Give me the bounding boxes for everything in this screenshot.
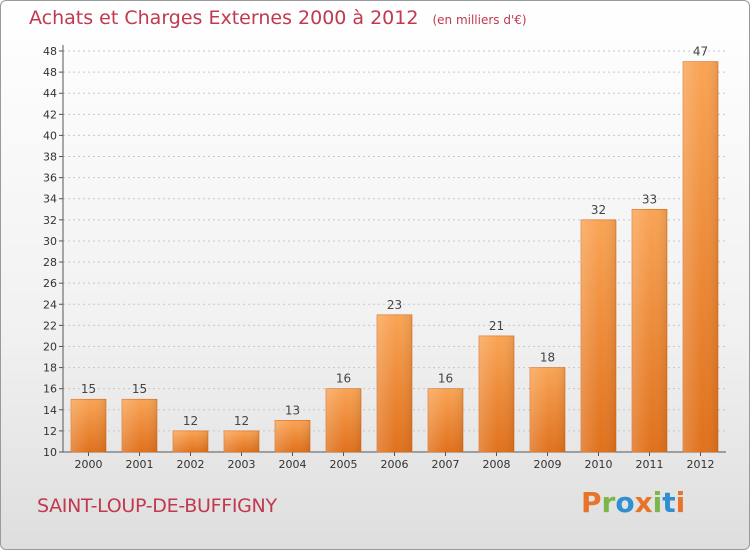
y-tick-label: 22 [43,319,57,332]
bar-value-label: 21 [489,319,504,333]
bar-value-label: 32 [591,203,606,217]
y-tick-label: 42 [43,108,57,121]
bar-value-label: 13 [285,403,300,417]
y-tick-label: 48 [43,66,57,79]
x-tick-label: 2000 [75,458,103,471]
x-tick-label: 2008 [483,458,511,471]
chart-title-text: Achats et Charges Externes 2000 à 2012 [29,7,419,29]
bar-shade [122,399,157,452]
y-tick-label: 28 [43,256,57,269]
y-tick-label: 24 [43,298,57,311]
logo-letter: o [615,486,635,519]
y-tick-label: 10 [43,446,57,459]
y-tick-label: 14 [43,404,57,417]
bar-shade [275,420,310,452]
bar-shade [326,388,361,452]
bar-value-label: 16 [438,372,453,386]
bar-value-label: 15 [81,382,96,396]
logo-letter: i [652,486,663,519]
bar-value-label: 12 [234,414,249,428]
x-tick-label: 2007 [432,458,460,471]
x-tick-label: 2004 [279,458,307,471]
x-tick-label: 2005 [330,458,358,471]
bar-shade [377,314,412,452]
y-tick-label: 16 [43,383,57,396]
bar-shade [530,367,565,452]
logo-letter: r [601,486,616,519]
x-tick-label: 2009 [534,458,562,471]
chart-subtitle: (en milliers d'€) [432,13,527,27]
bar-value-label: 12 [183,414,198,428]
y-tick-label: 44 [43,87,57,100]
bar-value-label: 23 [387,298,402,312]
bar-value-label: 15 [132,382,147,396]
bar-shade [632,209,667,452]
bar-shade [581,219,616,452]
bar-shade [71,399,106,452]
bar-value-label: 33 [642,192,657,206]
bars [70,61,719,453]
x-tick-label: 2002 [177,458,205,471]
y-tick-label: 30 [43,235,57,248]
bar-shade [683,61,718,452]
proxiti-logo: Proxiti [581,486,685,519]
logo-letter: P [581,486,602,519]
bar-shade [479,335,514,452]
x-tick-label: 2006 [381,458,409,471]
y-tick-label: 20 [43,340,57,353]
bar-value-label: 18 [540,351,555,365]
x-tick-label: 2011 [636,458,664,471]
bar-shade [224,430,259,452]
y-tick-label: 48 [43,45,57,58]
y-tick-label: 40 [43,129,57,142]
y-tick-label: 12 [43,425,57,438]
logo-letter: i [675,486,686,519]
location-name: SAINT-LOUP-DE-BUFFIGNY [37,495,277,517]
labels: 15 15 12 12 13 16 23 16 21 18 32 33 47 [81,45,708,428]
bar-value-label: 16 [336,372,351,386]
logo-letter: t [662,486,676,519]
logo-letter: x [634,486,653,519]
y-tick-label: 34 [43,193,57,206]
x-tick-label: 2010 [585,458,613,471]
chart-title: Achats et Charges Externes 2000 à 2012 (e… [29,7,527,29]
y-tick-label: 36 [43,172,57,185]
y-tick-label: 32 [43,214,57,227]
y-tick-label: 18 [43,362,57,375]
x-tick-label: 2012 [687,458,715,471]
y-tick-label: 26 [43,277,57,290]
x-tick-label: 2003 [228,458,256,471]
bar-shade [428,388,463,452]
bar-shade [173,430,208,452]
y-tick-label: 38 [43,151,57,164]
bar-value-label: 47 [693,45,708,59]
x-tick-label: 2001 [126,458,154,471]
axes: 10 12 14 16 18 20 22 24 26 28 30 32 34 36 38 40 42 44 48 48… [43,45,726,471]
